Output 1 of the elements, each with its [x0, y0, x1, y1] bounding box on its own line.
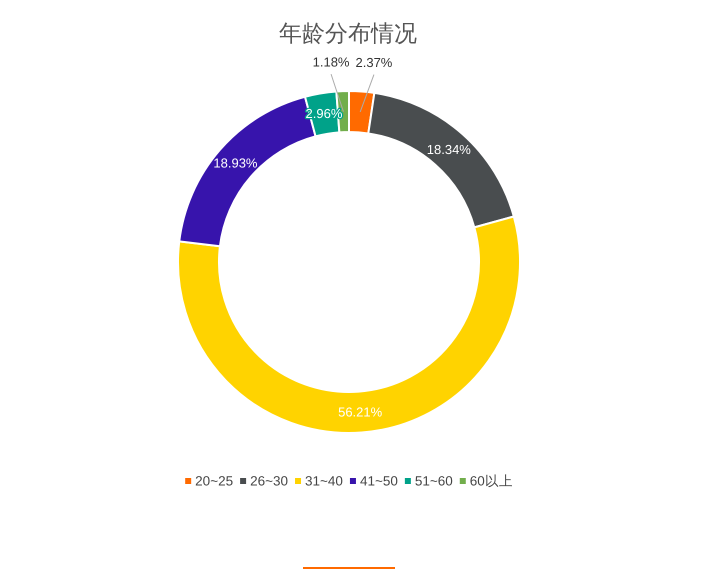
title: 年龄分布情况	[279, 20, 417, 46]
